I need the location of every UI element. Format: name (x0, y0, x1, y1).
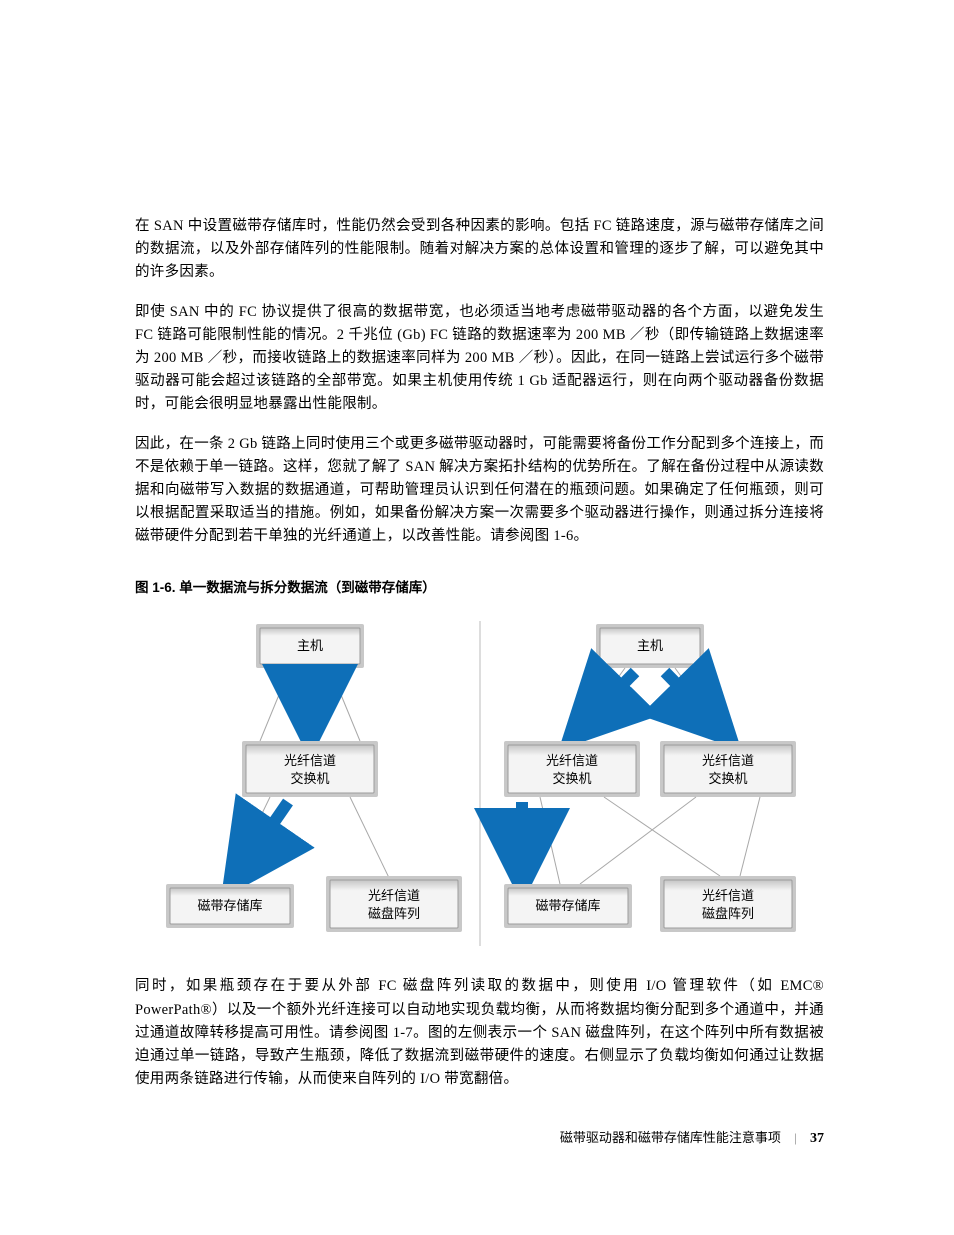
svg-text:磁盘阵列: 磁盘阵列 (701, 906, 753, 921)
svg-text:磁盘阵列: 磁盘阵列 (367, 906, 419, 921)
right-fc-switch-right-node: 光纤信道 交换机 (660, 741, 796, 797)
svg-text:光纤信道: 光纤信道 (701, 753, 753, 768)
figure-caption: 图 1-6. 单一数据流与拆分数据流（到磁带存储库） (135, 576, 824, 596)
svg-text:光纤信道: 光纤信道 (701, 888, 753, 903)
page-footer: 磁带驱动器和磁带存储库性能注意事项 | 37 (560, 1127, 824, 1147)
svg-text:交换机: 交换机 (552, 771, 591, 786)
right-host-node: 主机 (596, 624, 704, 668)
right-arrow-host-switch-left (592, 672, 635, 716)
paragraph-1: 在 SAN 中设置磁带存储库时，性能仍然会受到各种因素的影响。包括 FC 链路速… (135, 215, 824, 285)
svg-text:光纤信道: 光纤信道 (283, 753, 335, 768)
svg-text:交换机: 交换机 (290, 771, 329, 786)
left-tape-library-node: 磁带存储库 (166, 884, 294, 928)
left-fc-array-node: 光纤信道 磁盘阵列 (326, 876, 462, 932)
figure-1-6-diagram: 主机 光纤信道 交换机 磁带存储库 (160, 616, 800, 951)
footer-page-number: 37 (810, 1131, 824, 1146)
left-fc-switch-node: 光纤信道 交换机 (242, 741, 378, 797)
figure-caption-title: 单一数据流与拆分数据流（到磁带存储库） (179, 580, 436, 595)
svg-text:交换机: 交换机 (708, 771, 747, 786)
svg-text:磁带存储库: 磁带存储库 (197, 898, 262, 913)
svg-text:光纤信道: 光纤信道 (367, 888, 419, 903)
right-fc-switch-left-node: 光纤信道 交换机 (504, 741, 640, 797)
footer-divider: | (794, 1130, 797, 1145)
right-arrow-host-switch-right (665, 672, 708, 716)
svg-text:磁带存储库: 磁带存储库 (535, 898, 600, 913)
left-host-node: 主机 (256, 624, 364, 668)
footer-section-title: 磁带驱动器和磁带存储库性能注意事项 (560, 1130, 781, 1145)
paragraph-2: 即使 SAN 中的 FC 协议提供了很高的数据带宽，也必须适当地考虑磁带驱动器的… (135, 301, 824, 417)
right-fc-array-node: 光纤信道 磁盘阵列 (660, 876, 796, 932)
svg-text:主机: 主机 (296, 638, 322, 653)
svg-text:光纤信道: 光纤信道 (545, 753, 597, 768)
right-tape-library-node: 磁带存储库 (504, 884, 632, 928)
paragraph-3: 因此，在一条 2 Gb 链路上同时使用三个或更多磁带驱动器时，可能需要将备份工作… (135, 433, 824, 549)
figure-caption-prefix: 图 1-6. (135, 580, 179, 595)
svg-text:主机: 主机 (636, 638, 662, 653)
paragraph-4: 同时，如果瓶颈存在于要从外部 FC 磁盘阵列读取的数据中，则使用 I/O 管理软… (135, 975, 824, 1091)
